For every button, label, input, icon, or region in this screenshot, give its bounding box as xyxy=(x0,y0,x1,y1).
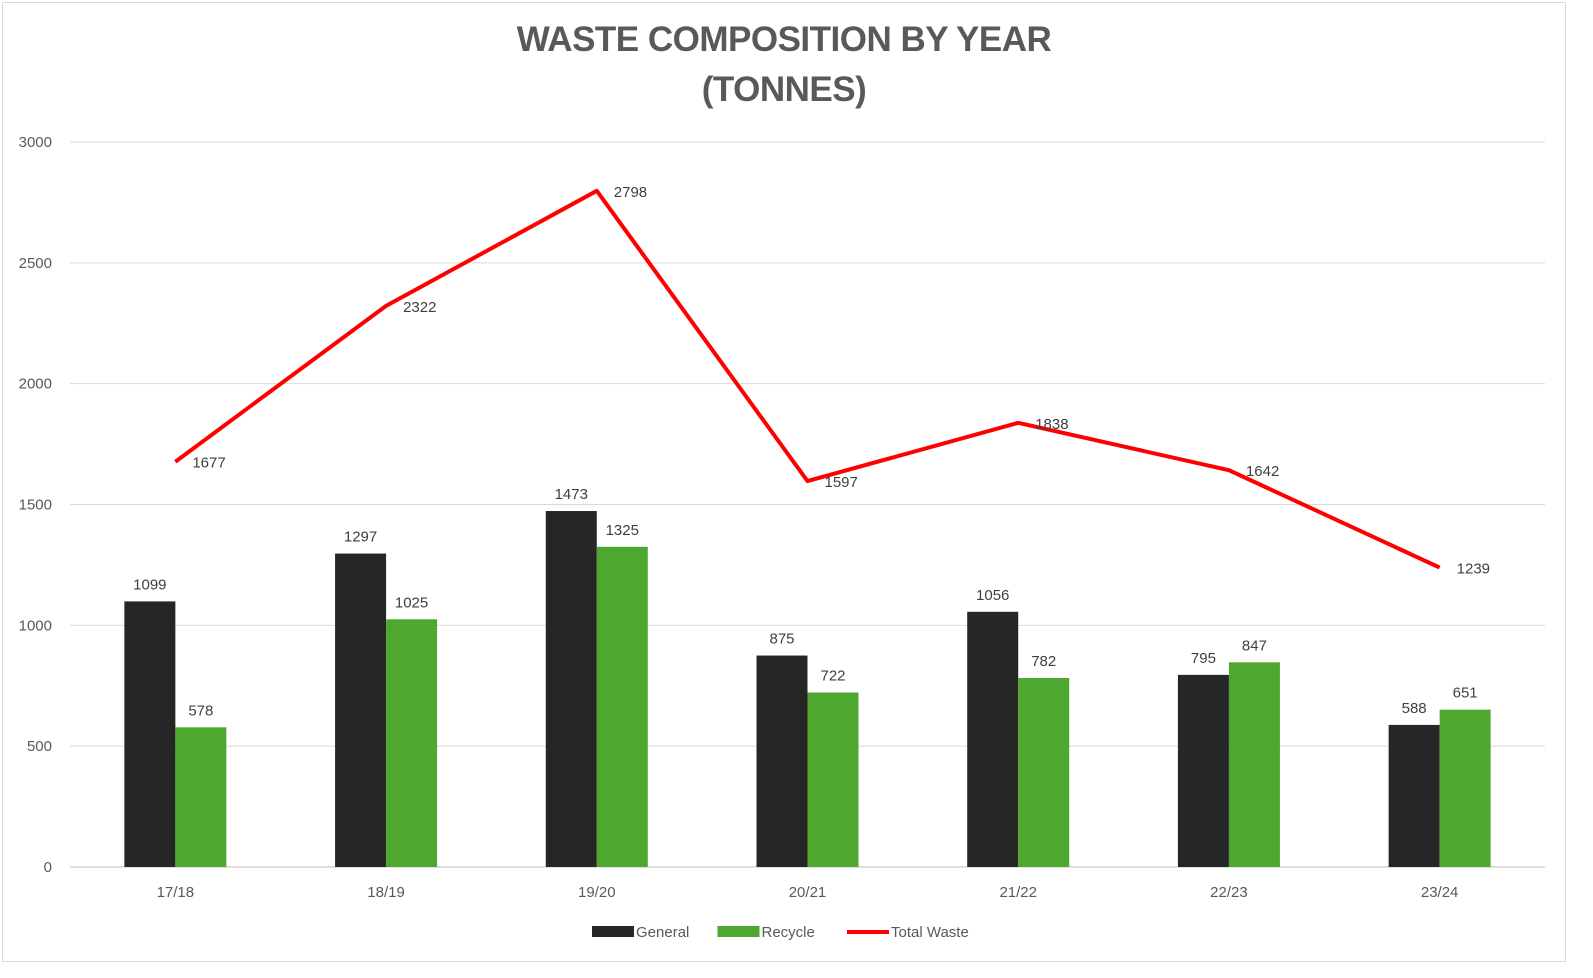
line-total-waste xyxy=(174,188,1441,570)
y-tick-label: 2500 xyxy=(19,255,52,272)
x-tick-label: 17/18 xyxy=(157,884,195,901)
bar-recycle xyxy=(807,692,859,867)
data-label: 782 xyxy=(1031,653,1056,670)
legend-recycle-label: Recycle xyxy=(762,924,815,941)
data-label: 1838 xyxy=(1035,416,1068,433)
data-label: 1099 xyxy=(133,576,166,593)
data-label: 2798 xyxy=(614,184,647,201)
chart-frame xyxy=(2,2,1566,962)
data-label: 795 xyxy=(1191,650,1216,667)
legend-general-label: General xyxy=(636,924,689,941)
bar-general xyxy=(124,601,176,867)
x-tick-label: 21/22 xyxy=(999,884,1037,901)
bar-recycle xyxy=(1228,662,1280,867)
legend-total-waste-label: Total Waste xyxy=(891,924,969,941)
bar-recycle xyxy=(386,619,438,867)
bar-general xyxy=(756,655,808,867)
data-label: 847 xyxy=(1242,637,1267,654)
bar-general xyxy=(1177,674,1229,867)
x-tick-label: 19/20 xyxy=(578,884,616,901)
legend-general-swatch xyxy=(592,926,634,937)
bar-general xyxy=(1388,724,1440,867)
y-tick-label: 3000 xyxy=(19,134,52,151)
y-tick-label: 1000 xyxy=(19,617,52,634)
data-label: 1597 xyxy=(825,474,858,491)
data-label: 578 xyxy=(188,702,213,719)
bar-recycle xyxy=(175,727,227,867)
chart-title: WASTE COMPOSITION BY YEAR xyxy=(517,20,1052,59)
y-tick-label: 0 xyxy=(44,859,52,876)
y-tick-label: 2000 xyxy=(19,376,52,393)
chart-title: (TONNES) xyxy=(702,70,867,109)
bar-recycle xyxy=(596,546,648,867)
data-label: 1297 xyxy=(344,529,377,546)
data-label: 1677 xyxy=(192,455,225,472)
bar-general xyxy=(335,553,387,867)
data-label: 2322 xyxy=(403,299,436,316)
data-label: 1473 xyxy=(555,486,588,503)
data-label: 1239 xyxy=(1457,561,1490,578)
data-label: 1642 xyxy=(1246,463,1279,480)
data-label: 1325 xyxy=(606,522,639,539)
data-label: 875 xyxy=(769,631,794,648)
data-label: 651 xyxy=(1453,685,1478,702)
data-label: 722 xyxy=(820,668,845,685)
bar-recycle xyxy=(1018,678,1070,867)
bar-general xyxy=(967,611,1019,867)
bar-recycle xyxy=(1439,709,1491,867)
data-label: 588 xyxy=(1402,700,1427,717)
x-tick-label: 23/24 xyxy=(1421,884,1459,901)
x-tick-label: 20/21 xyxy=(789,884,827,901)
data-label: 1056 xyxy=(976,587,1009,604)
legend-recycle-swatch xyxy=(717,926,760,937)
y-tick-label: 500 xyxy=(27,738,52,755)
bar-general xyxy=(545,511,597,867)
x-tick-label: 18/19 xyxy=(367,884,405,901)
y-tick-label: 1500 xyxy=(19,497,52,514)
x-tick-label: 22/23 xyxy=(1210,884,1248,901)
data-label: 1025 xyxy=(395,594,428,611)
